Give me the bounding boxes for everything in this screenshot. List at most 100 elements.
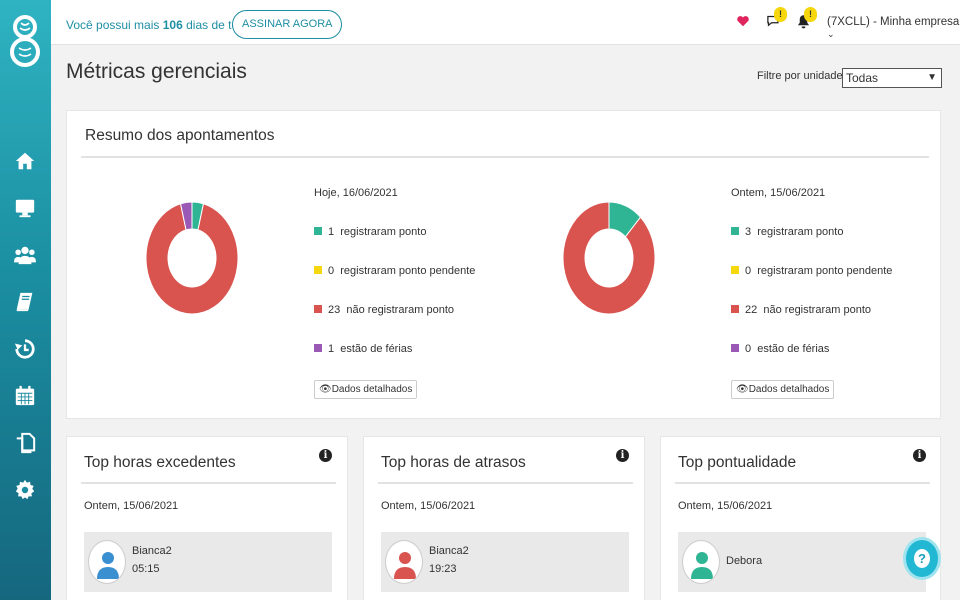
registered-swatch [731, 227, 739, 235]
subscribe-button[interactable]: ASSINAR AGORA [232, 10, 343, 39]
chevron-down-icon: ⌄ [827, 29, 835, 39]
company-label: (7XCLL) - Minha empresa [827, 16, 960, 28]
pending-swatch [731, 266, 739, 274]
avatar [385, 540, 423, 584]
yesterday-date: Ontem, 15/06/2021 [731, 187, 826, 199]
person-time: 05:15 [132, 563, 160, 575]
today-legend-vacation: 1 estão de férias [314, 343, 412, 355]
sidebar [0, 0, 51, 600]
info-icon[interactable]: i [319, 449, 332, 462]
today-legend-pending: 0 registraram ponto pendente [314, 265, 475, 277]
registered-swatch [314, 227, 322, 235]
not-registered-swatch [731, 305, 739, 313]
count: 0 [328, 265, 335, 277]
not-registered-slice [562, 201, 656, 315]
info-icon[interactable]: i [913, 449, 926, 462]
eye-icon: 👁 [319, 384, 332, 395]
info-icon[interactable]: i [616, 449, 629, 462]
list-item[interactable]: Bianca2 05:15 [84, 532, 332, 592]
divider [675, 482, 930, 484]
filter-label: Filtre por unidade: [757, 70, 846, 82]
yesterday-legend-pending: 0 registraram ponto pendente [731, 265, 892, 277]
list-item[interactable]: Bianca2 19:23 [381, 532, 629, 592]
count: 0 [745, 265, 752, 277]
punctuality-date: Ontem, 15/06/2021 [678, 500, 773, 512]
count: 3 [745, 226, 752, 238]
label: estão de férias [340, 343, 413, 355]
label: estão de férias [757, 343, 830, 355]
unit-filter-select[interactable]: Todas ▼ [842, 68, 942, 88]
person-time: 19:23 [429, 563, 457, 575]
notifications-bell-icon[interactable]: ! [796, 7, 817, 32]
count: 1 [328, 226, 335, 238]
not-registered-swatch [314, 305, 322, 313]
vacation-swatch [314, 344, 322, 352]
vacation-slice [179, 201, 193, 231]
documents-icon[interactable] [14, 432, 38, 456]
book-icon[interactable] [14, 291, 38, 315]
today-details-button[interactable]: 👁Dados detalhados [314, 380, 418, 399]
users-icon[interactable] [14, 244, 38, 268]
today-donut-chart [145, 201, 239, 315]
yesterday-details-button[interactable]: 👁Dados detalhados [731, 380, 835, 399]
count: 0 [745, 343, 752, 355]
pending-swatch [314, 266, 322, 274]
today-legend-registered: 1 registraram ponto [314, 226, 426, 238]
filter-value: Todas [846, 71, 879, 85]
history-icon[interactable] [14, 338, 38, 362]
trial-prefix: Você possui mais [66, 18, 160, 32]
person-name: Bianca2 [429, 545, 469, 557]
trial-days: 106 [162, 18, 183, 32]
avatar [682, 540, 720, 584]
company-selector[interactable]: (7XCLL) - Minha empresa ⌄ [827, 16, 960, 40]
yesterday-legend-vacation: 0 estão de férias [731, 343, 829, 355]
today-date: Hoje, 16/06/2021 [314, 187, 398, 199]
details-label: Dados detalhados [748, 384, 830, 395]
label: registraram ponto pendente [757, 265, 893, 277]
overtime-title: Top horas excedentes [84, 454, 236, 471]
home-icon[interactable] [14, 150, 38, 174]
summary-title: Resumo dos apontamentos [85, 127, 275, 144]
avatar [88, 540, 126, 584]
brand-logo[interactable] [10, 14, 40, 68]
today-legend-not-registered: 23 não registraram ponto [314, 304, 454, 316]
monitor-icon[interactable] [14, 197, 38, 221]
label: não registraram ponto [346, 304, 454, 316]
punctuality-title: Top pontualidade [678, 454, 797, 471]
divider [378, 482, 633, 484]
question-icon: ? [914, 549, 930, 568]
settings-gear-icon[interactable] [14, 479, 38, 503]
count: 23 [328, 304, 341, 316]
help-button[interactable]: ? [903, 537, 941, 580]
yesterday-legend-registered: 3 registraram ponto [731, 226, 843, 238]
divider [81, 482, 336, 484]
eye-icon: 👁 [736, 384, 749, 395]
person-name: Debora [726, 555, 763, 567]
count: 1 [328, 343, 335, 355]
overtime-card: Top horas excedentes i Ontem, 15/06/2021… [66, 436, 348, 600]
yesterday-legend-not-registered: 22 não registraram ponto [731, 304, 871, 316]
favorites-heart-icon[interactable] [736, 14, 754, 32]
delays-date: Ontem, 15/06/2021 [381, 500, 476, 512]
top-bar: Você possui mais 106 dias de teste ASSIN… [51, 0, 960, 45]
trial-notice: Você possui mais 106 dias de teste [66, 18, 254, 32]
not-registered-slice [145, 203, 239, 315]
count: 22 [745, 304, 758, 316]
list-item[interactable]: Debora [678, 532, 926, 592]
label: não registraram ponto [763, 304, 871, 316]
notifications-badge: ! [804, 7, 817, 22]
delays-title: Top horas de atrasos [381, 454, 526, 471]
punctuality-card: Top pontualidade i Ontem, 15/06/2021 Deb… [660, 436, 941, 600]
label: registraram ponto [757, 226, 844, 238]
person-name: Bianca2 [132, 545, 172, 557]
details-label: Dados detalhados [331, 384, 413, 395]
page-title: Métricas gerenciais [66, 60, 247, 83]
divider [81, 156, 929, 158]
label: registraram ponto [340, 226, 427, 238]
calendar-icon[interactable] [14, 385, 38, 409]
delays-card: Top horas de atrasos i Ontem, 15/06/2021… [363, 436, 645, 600]
vacation-swatch [731, 344, 739, 352]
messages-icon[interactable]: ! [766, 7, 787, 32]
summary-card: Resumo dos apontamentos Hoje, 16/06/2021… [66, 110, 941, 419]
messages-badge: ! [774, 7, 787, 22]
